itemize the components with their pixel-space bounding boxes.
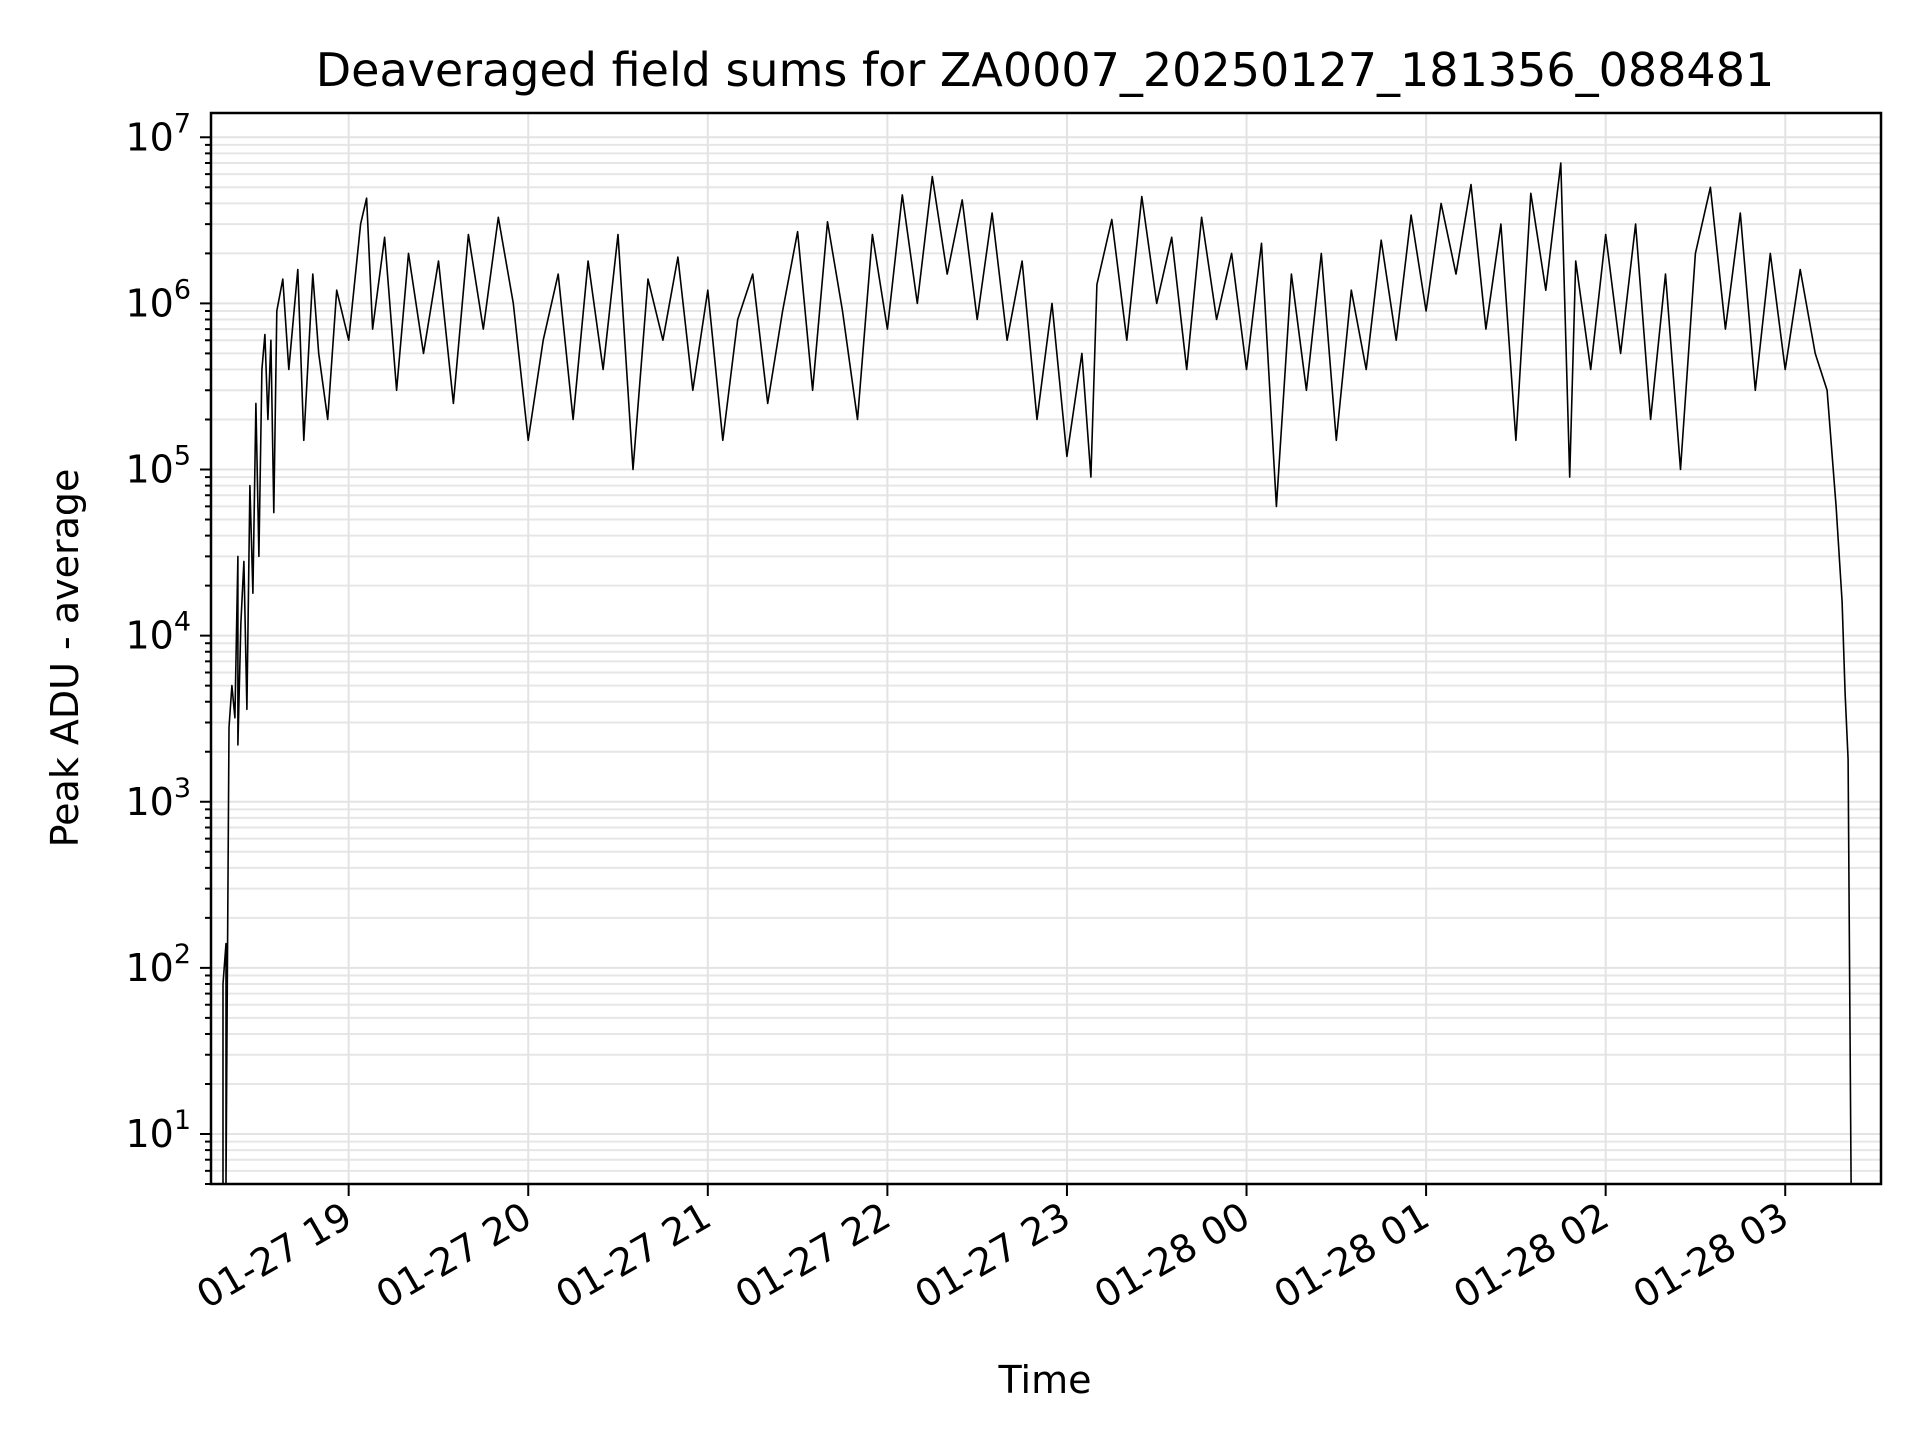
y-tick-label-exponent: 1: [174, 1105, 191, 1136]
x-tick-label: 01-28 02: [1446, 1194, 1616, 1318]
y-tick-label-base: 10: [125, 614, 173, 658]
y-axis-label: Peak ADU - average: [43, 469, 87, 848]
y-tick-label: 105: [125, 441, 191, 492]
grid: [211, 113, 1881, 1185]
y-tick-label-exponent: 4: [174, 607, 191, 638]
y-tick-label: 107: [125, 108, 191, 159]
y-tick-label: 101: [125, 1105, 191, 1156]
x-tick-label: 01-27 22: [728, 1194, 898, 1318]
x-axis-label: Time: [998, 1358, 1092, 1402]
series-layer: [222, 162, 1852, 1185]
x-tick-label: 01-27 21: [548, 1194, 718, 1318]
x-tick-label: 01-27 23: [907, 1194, 1077, 1318]
y-tick-label-base: 10: [125, 115, 173, 159]
y-tick-label-exponent: 2: [174, 939, 191, 970]
y-tick-label: 106: [125, 274, 191, 325]
y-tick-label-base: 10: [125, 946, 173, 990]
y-tick-label-base: 10: [125, 281, 173, 325]
y-tick-label-exponent: 5: [174, 441, 191, 472]
y-tick-label-base: 10: [125, 1112, 173, 1156]
y-tick-label-base: 10: [125, 780, 173, 824]
series-line: [222, 162, 1852, 1185]
y-tick-label: 103: [125, 773, 191, 824]
y-tick-label-base: 10: [125, 448, 173, 492]
y-tick-label: 102: [125, 939, 191, 990]
x-tick-label: 01-28 00: [1087, 1194, 1257, 1318]
x-tick-label: 01-28 03: [1626, 1194, 1796, 1318]
y-tick-label-exponent: 7: [174, 108, 191, 139]
y-tick-label: 104: [125, 607, 191, 658]
x-tick-label: 01-27 19: [189, 1194, 359, 1318]
y-tick-label-exponent: 6: [174, 274, 191, 305]
x-tick-label: 01-28 01: [1267, 1194, 1437, 1318]
chart-title: Deaveraged field sums for ZA0007_2025012…: [316, 43, 1775, 97]
y-tick-label-exponent: 3: [174, 773, 191, 804]
x-tick-label: 01-27 20: [369, 1194, 539, 1318]
plot-frame: [209, 111, 1883, 1186]
